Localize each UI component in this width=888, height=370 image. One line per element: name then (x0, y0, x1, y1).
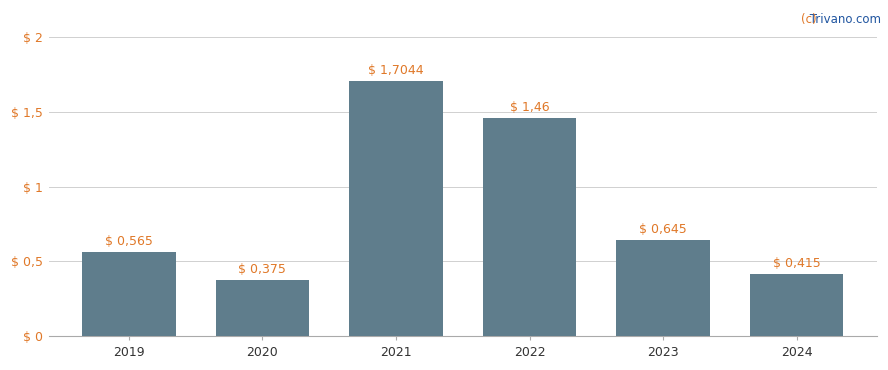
Bar (483, 118, 576, 336)
Text: $ 1,46: $ 1,46 (510, 100, 550, 114)
Text: $ 0,565: $ 0,565 (105, 234, 153, 247)
Bar (82, 252, 176, 336)
Bar (349, 81, 443, 336)
Text: $ 0,415: $ 0,415 (773, 257, 821, 270)
Text: $ 0,375: $ 0,375 (239, 263, 286, 276)
Text: $ 1,7044: $ 1,7044 (369, 64, 424, 77)
Text: $ 0,565: $ 0,565 (105, 235, 153, 248)
Bar (616, 240, 710, 336)
Text: $ 0,645: $ 0,645 (639, 222, 687, 235)
Bar (750, 274, 844, 336)
Text: $ 0,645: $ 0,645 (639, 222, 687, 236)
Text: Trivano.com: Trivano.com (806, 13, 881, 26)
Text: $ 1,46: $ 1,46 (510, 101, 550, 114)
Text: $ 0,375: $ 0,375 (239, 263, 286, 276)
Bar (216, 280, 309, 336)
Text: $ 1,7044: $ 1,7044 (369, 64, 424, 77)
Text: $ 0,415: $ 0,415 (773, 257, 821, 270)
Text: (c): (c) (801, 13, 817, 26)
